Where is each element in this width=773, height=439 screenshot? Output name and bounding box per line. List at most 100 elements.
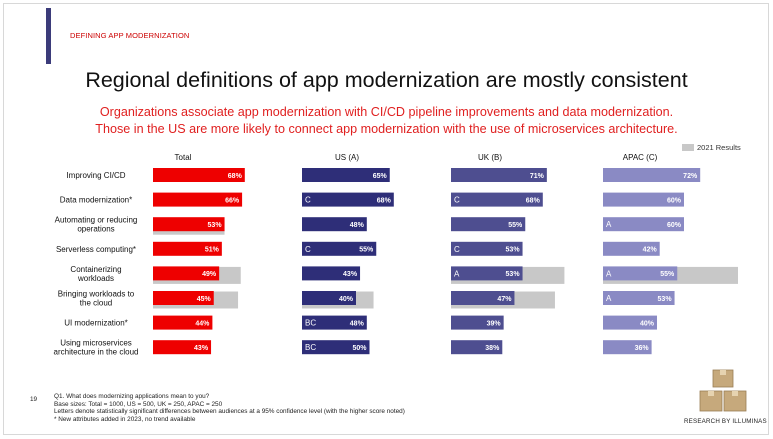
data-label: 55% bbox=[359, 247, 374, 254]
slide-title: Regional definitions of app modernizatio… bbox=[85, 68, 688, 92]
data-label: 40% bbox=[640, 320, 655, 327]
data-label: 48% bbox=[350, 222, 365, 229]
significance-letter: A bbox=[606, 220, 612, 229]
category-label: Serverless computing* bbox=[56, 245, 136, 254]
value-bar bbox=[302, 340, 370, 355]
significance-letter: C bbox=[305, 245, 311, 254]
value-bar bbox=[603, 168, 701, 182]
value-bar bbox=[302, 241, 377, 256]
footnote-new: * New attributes added in 2023, no trend… bbox=[54, 415, 196, 423]
category-label: UI modernization* bbox=[64, 319, 128, 328]
data-label: 50% bbox=[352, 345, 367, 352]
data-label: 53% bbox=[506, 271, 521, 278]
data-label: 44% bbox=[195, 320, 210, 327]
value-bar bbox=[153, 192, 243, 207]
significance-letter: A bbox=[454, 269, 460, 278]
significance-letter: C bbox=[305, 196, 311, 205]
value-bar bbox=[451, 168, 547, 182]
value-bar bbox=[153, 241, 222, 256]
data-label: 68% bbox=[228, 173, 243, 180]
data-label: 53% bbox=[658, 296, 673, 303]
slide-subtitle: Organizations associate app modernizatio… bbox=[0, 104, 773, 138]
value-bar bbox=[603, 192, 684, 207]
data-label: 68% bbox=[526, 197, 541, 204]
data-label: 48% bbox=[350, 320, 365, 327]
value-bar bbox=[153, 266, 220, 281]
significance-letter: A bbox=[606, 294, 612, 303]
page-number: 19 bbox=[30, 396, 38, 403]
chart-legend: 2021 Results bbox=[682, 143, 741, 152]
slide-frame bbox=[3, 3, 769, 435]
subtitle-line-2: Those in the US are more likely to conne… bbox=[95, 122, 678, 136]
section-kicker: DEFINING APP MODERNIZATION bbox=[70, 31, 190, 40]
data-label: 40% bbox=[339, 296, 354, 303]
value-bar bbox=[451, 192, 543, 207]
value-bar bbox=[603, 315, 657, 330]
value-bar bbox=[603, 291, 675, 305]
value-bar bbox=[603, 340, 652, 355]
data-label: 55% bbox=[508, 222, 523, 229]
data-label: 47% bbox=[497, 296, 512, 303]
significance-letter: A bbox=[606, 269, 612, 278]
data-label: 65% bbox=[373, 173, 388, 180]
value-bar bbox=[153, 315, 213, 330]
group-header: US (A) bbox=[335, 153, 359, 162]
value-bar bbox=[451, 315, 504, 330]
subtitle-line-1: Organizations associate app modernizatio… bbox=[99, 105, 674, 119]
boxes-logo-icon bbox=[699, 369, 747, 412]
data-label: 42% bbox=[643, 247, 658, 254]
value-bar bbox=[302, 192, 394, 207]
data-label: 39% bbox=[487, 320, 502, 327]
data-label: 43% bbox=[194, 345, 209, 352]
value-bar bbox=[451, 217, 526, 232]
data-label: 66% bbox=[225, 197, 240, 204]
category-label: Bringing workloads to the cloud bbox=[58, 290, 135, 308]
value-bar bbox=[451, 241, 523, 256]
value-bar bbox=[153, 291, 214, 305]
value-bar bbox=[153, 168, 245, 182]
brand-credit: RESEARCH BY ILLUMINAS bbox=[684, 418, 767, 425]
value-bar bbox=[603, 217, 684, 232]
data-label: 49% bbox=[202, 271, 217, 278]
category-label: Containerizing workloads bbox=[70, 265, 121, 283]
accent-bar bbox=[46, 8, 51, 64]
value-bar bbox=[153, 217, 225, 232]
category-label: Automating or reducing operations bbox=[55, 216, 138, 234]
value-bar bbox=[302, 266, 361, 281]
data-label: 60% bbox=[667, 222, 682, 229]
data-label: 53% bbox=[208, 222, 223, 229]
data-label: 72% bbox=[683, 173, 698, 180]
legend-label: 2021 Results bbox=[697, 143, 741, 152]
legend-swatch bbox=[682, 144, 694, 151]
footnote-question: Q1. What does modernizing applications m… bbox=[54, 393, 210, 400]
value-bar bbox=[302, 168, 390, 182]
data-label: 60% bbox=[667, 197, 682, 204]
value-bar bbox=[153, 340, 212, 355]
significance-letter: C bbox=[454, 245, 460, 254]
group-header: APAC (C) bbox=[623, 153, 658, 162]
data-label: 51% bbox=[205, 247, 220, 254]
data-label: 68% bbox=[377, 197, 392, 204]
data-label: 38% bbox=[485, 345, 500, 352]
significance-letter: BC bbox=[305, 319, 316, 328]
value-bar bbox=[451, 340, 503, 355]
data-label: 71% bbox=[530, 173, 545, 180]
category-label: Data modernization* bbox=[60, 196, 132, 205]
data-label: 45% bbox=[197, 296, 212, 303]
value-bar bbox=[302, 315, 367, 330]
value-bar bbox=[603, 241, 660, 256]
value-bar bbox=[302, 291, 356, 305]
value-bar bbox=[451, 266, 523, 281]
footnotes: Q1. What does modernizing applications m… bbox=[54, 393, 405, 423]
category-label: Using microservices architecture in the c… bbox=[54, 339, 139, 357]
group-header: UK (B) bbox=[478, 153, 502, 162]
data-label: 43% bbox=[343, 271, 358, 278]
category-label: Improving CI/CD bbox=[66, 171, 125, 180]
data-label: 55% bbox=[660, 271, 675, 278]
group-header: Total bbox=[175, 153, 192, 162]
data-label: 53% bbox=[506, 247, 521, 254]
value-bar bbox=[451, 291, 515, 305]
value-bar bbox=[603, 266, 678, 281]
value-bar bbox=[302, 217, 367, 232]
